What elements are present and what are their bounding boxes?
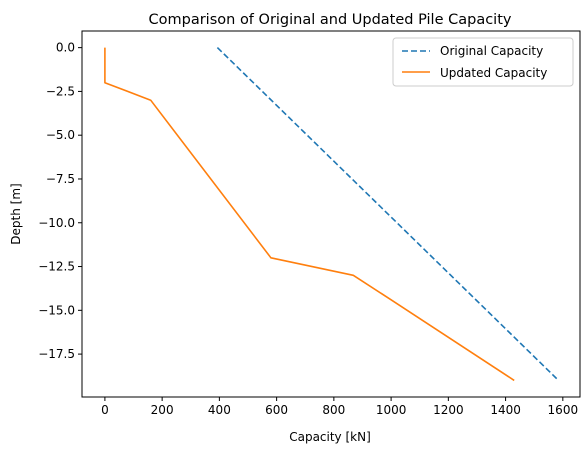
- x-tick-label: 1400: [490, 403, 521, 417]
- x-axis-ticks: 0 200 400 600 800 1000 1200 1400 1600: [101, 397, 578, 417]
- x-tick-label: 200: [151, 403, 174, 417]
- legend-box: [392, 37, 574, 87]
- x-tick-label: 600: [265, 403, 288, 417]
- y-tick-label: 0.0: [56, 41, 75, 55]
- y-tick-label: −7.5: [46, 172, 75, 186]
- series-line-updated: [104, 47, 515, 382]
- y-tick-label: −10.0: [38, 216, 75, 230]
- plot-area-frame: [81, 30, 581, 398]
- y-tick-label: −2.5: [46, 84, 75, 98]
- x-tick-label: 800: [322, 403, 345, 417]
- series-layer: [104, 47, 560, 382]
- y-tick-label: −12.5: [38, 260, 75, 274]
- y-axis-ticks: 0.0 −2.5 −5.0 −7.5 −10.0 −12.5 −15.0 −17.5: [38, 41, 82, 361]
- x-axis-label: Capacity [kN]: [289, 430, 371, 444]
- series-line-original: [216, 47, 560, 381]
- chart-title: Comparison of Original and Updated Pile …: [149, 12, 512, 28]
- x-tick-label: 400: [208, 403, 231, 417]
- y-axis-label: Depth [m]: [9, 183, 23, 244]
- legend-label-updated: Updated Capacity: [440, 66, 547, 80]
- x-tick-label: 1200: [433, 403, 464, 417]
- x-tick-label: 1600: [548, 403, 579, 417]
- y-tick-label: −5.0: [46, 128, 75, 142]
- x-tick-label: 0: [101, 403, 109, 417]
- legend-label-original: Original Capacity: [440, 44, 543, 58]
- legend: Original Capacity Updated Capacity: [392, 37, 574, 87]
- y-tick-label: −15.0: [38, 303, 75, 317]
- y-tick-label: −17.5: [38, 347, 75, 361]
- x-tick-label: 1000: [376, 403, 407, 417]
